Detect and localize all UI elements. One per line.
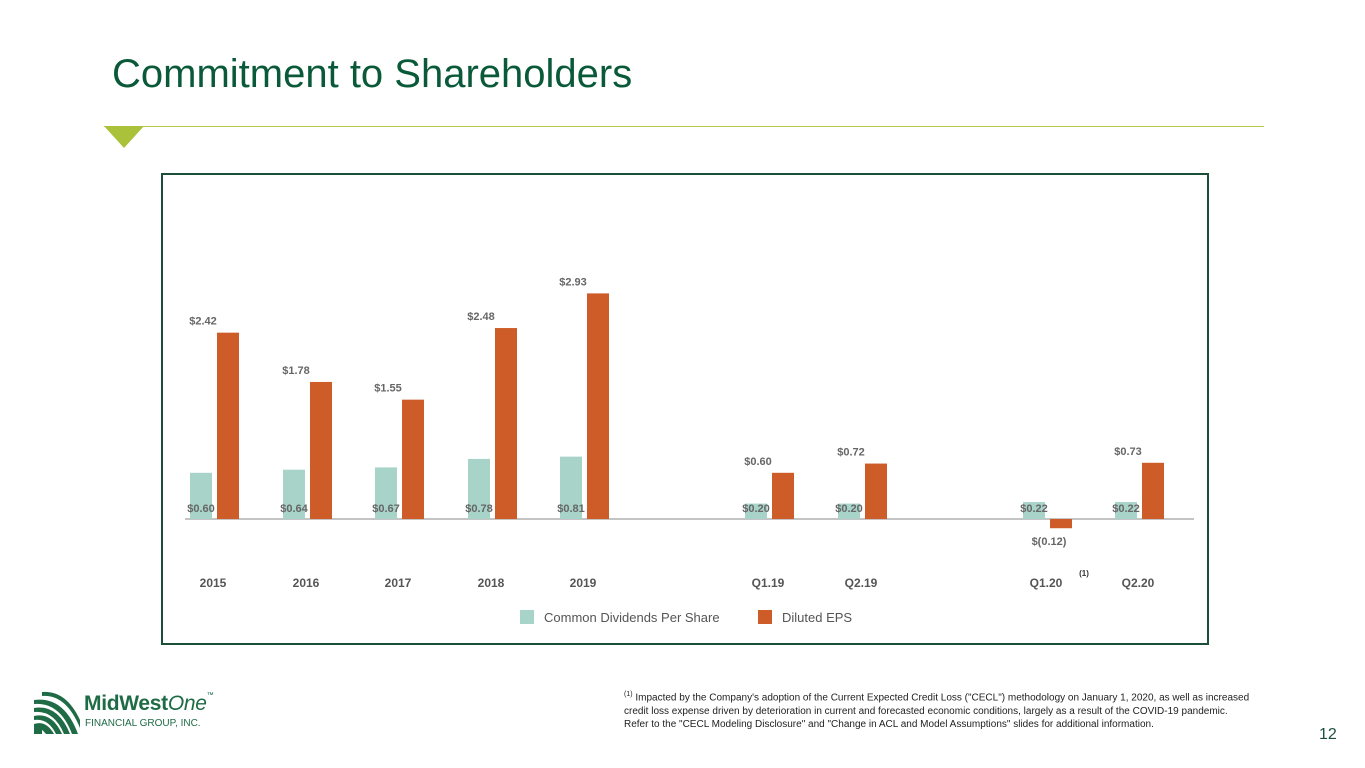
- category-label: Q2.20: [1122, 576, 1155, 590]
- dividend-bar: [283, 469, 305, 519]
- dividend-value-label: $0.78: [465, 503, 493, 515]
- footnote-marker: (1): [624, 691, 633, 698]
- page-number: 12: [1319, 726, 1337, 743]
- category-label: 2018: [478, 576, 505, 590]
- dividend-value-label: $0.81: [557, 503, 585, 515]
- dividend-value-label: $0.64: [280, 503, 308, 515]
- eps-bar: [402, 399, 424, 519]
- eps-bar: [772, 472, 794, 519]
- dividend-value-label: $0.60: [187, 503, 215, 515]
- dividend-value-label: $0.22: [1112, 503, 1140, 515]
- category-label: 2017: [385, 576, 412, 590]
- category-label: 2016: [293, 576, 320, 590]
- legend-swatch-icon: [758, 610, 772, 624]
- eps-bar: [1142, 462, 1164, 519]
- eps-value-label: $0.73: [1114, 446, 1142, 458]
- dividend-bar: [375, 467, 397, 519]
- legend-swatch-icon: [520, 610, 534, 624]
- dividend-bar: [468, 458, 490, 519]
- eps-value-label: $2.93: [559, 276, 587, 288]
- title-divider: [104, 126, 1264, 127]
- category-footnote-marker: (1): [1079, 569, 1089, 578]
- dividend-value-label: $0.20: [742, 503, 770, 515]
- footnote-text: Impacted by the Company's adoption of th…: [624, 692, 1250, 731]
- eps-value-label: $2.48: [467, 311, 495, 323]
- legend-entry: Diluted EPS: [782, 610, 852, 625]
- category-label: 2015: [200, 576, 227, 590]
- dividend-bar: [1023, 502, 1045, 519]
- eps-value-label: $0.72: [837, 447, 865, 459]
- category-label: 2019: [570, 576, 597, 590]
- eps-bar: [1050, 519, 1072, 529]
- dividend-value-label: $0.20: [835, 503, 863, 515]
- eps-value-label: $1.55: [374, 383, 402, 395]
- logo-subtitle: FINANCIAL GROUP, INC.: [85, 718, 201, 729]
- category-label: Q1.20: [1030, 576, 1063, 590]
- dividend-value-label: $0.22: [1020, 503, 1048, 515]
- footnote: (1) Impacted by the Company's adoption o…: [624, 688, 1250, 732]
- eps-value-label: $(0.12): [1032, 536, 1067, 548]
- eps-bar: [587, 293, 609, 519]
- dividend-bar: [1115, 502, 1137, 519]
- midwestone-logo-icon: [34, 691, 80, 734]
- eps-bar: [217, 332, 239, 519]
- eps-value-label: $0.60: [744, 456, 772, 468]
- eps-value-label: $2.42: [189, 316, 217, 328]
- dividend-value-label: $0.67: [372, 503, 400, 515]
- dividend-bar: [190, 472, 212, 519]
- legend-entry: Common Dividends Per Share: [544, 610, 720, 625]
- eps-value-label: $1.78: [282, 365, 310, 377]
- divider-arrow-icon: [104, 126, 144, 148]
- dividend-bar: [745, 503, 767, 519]
- dividend-bar: [838, 503, 860, 519]
- logo-wordmark: MidWestOne™: [84, 692, 214, 715]
- eps-bar: [495, 328, 517, 519]
- dividend-bar: [560, 456, 582, 519]
- category-label: Q1.19: [752, 576, 785, 590]
- category-label: Q2.19: [845, 576, 878, 590]
- slide-title: Commitment to Shareholders: [112, 52, 633, 96]
- eps-bar: [310, 381, 332, 519]
- eps-bar: [865, 463, 887, 519]
- chart-frame: $0.60 $2.42 2015 $0.64 $1.78 2016 $0.67 $1.55 20…: [161, 173, 1209, 645]
- bar-chart: $0.60 $2.42 2015 $0.64 $1.78 2016 $0.67 $1.55 20…: [185, 276, 1194, 625]
